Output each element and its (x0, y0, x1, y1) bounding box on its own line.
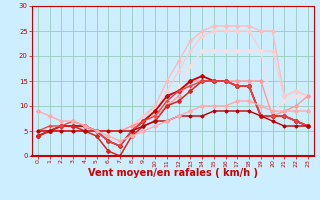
X-axis label: Vent moyen/en rafales ( km/h ): Vent moyen/en rafales ( km/h ) (88, 168, 258, 178)
